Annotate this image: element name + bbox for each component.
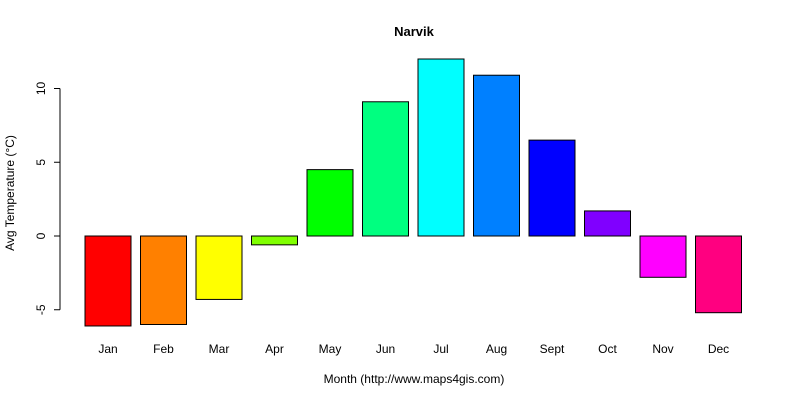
bar-may bbox=[306, 169, 354, 237]
y-tick-label: 10 bbox=[34, 82, 48, 96]
y-tick-label: 0 bbox=[34, 232, 48, 239]
bar-mar bbox=[195, 235, 243, 300]
bar-aug bbox=[473, 74, 520, 237]
x-tick-nov: Nov bbox=[652, 342, 673, 356]
x-tick-oct: Oct bbox=[598, 342, 617, 356]
bar-nov bbox=[639, 235, 687, 278]
bar-jan bbox=[84, 235, 132, 327]
x-tick-labels: Jan Feb Mar Apr May Jun Jul Aug Sept Oct Nov Dec bbox=[98, 342, 729, 356]
y-axis-label: Avg Temperature (°C) bbox=[3, 135, 17, 251]
x-tick-may: May bbox=[319, 342, 342, 356]
x-tick-apr: Apr bbox=[265, 342, 284, 356]
x-tick-aug: Aug bbox=[486, 342, 507, 356]
bar-sept bbox=[528, 139, 576, 237]
bar-oct bbox=[584, 210, 631, 237]
x-tick-dec: Dec bbox=[708, 342, 729, 356]
x-tick-jul: Jul bbox=[433, 342, 448, 356]
bars bbox=[84, 58, 742, 327]
x-tick-sept: Sept bbox=[540, 342, 565, 356]
x-tick-jan: Jan bbox=[98, 342, 117, 356]
y-tick-label: 5 bbox=[34, 159, 48, 166]
bar-jun bbox=[362, 101, 409, 237]
bar-feb bbox=[140, 235, 187, 325]
x-tick-mar: Mar bbox=[209, 342, 230, 356]
x-axis-label: Month (http://www.maps4gis.com) bbox=[324, 372, 505, 386]
bar-apr bbox=[251, 235, 298, 246]
bar-jul bbox=[417, 58, 465, 237]
y-axis: -5 0 5 10 bbox=[34, 82, 61, 315]
x-tick-jun: Jun bbox=[376, 342, 395, 356]
y-tick-label: -5 bbox=[34, 304, 48, 315]
chart-title: Narvik bbox=[394, 24, 435, 39]
x-tick-feb: Feb bbox=[153, 342, 174, 356]
bar-dec bbox=[695, 235, 742, 314]
